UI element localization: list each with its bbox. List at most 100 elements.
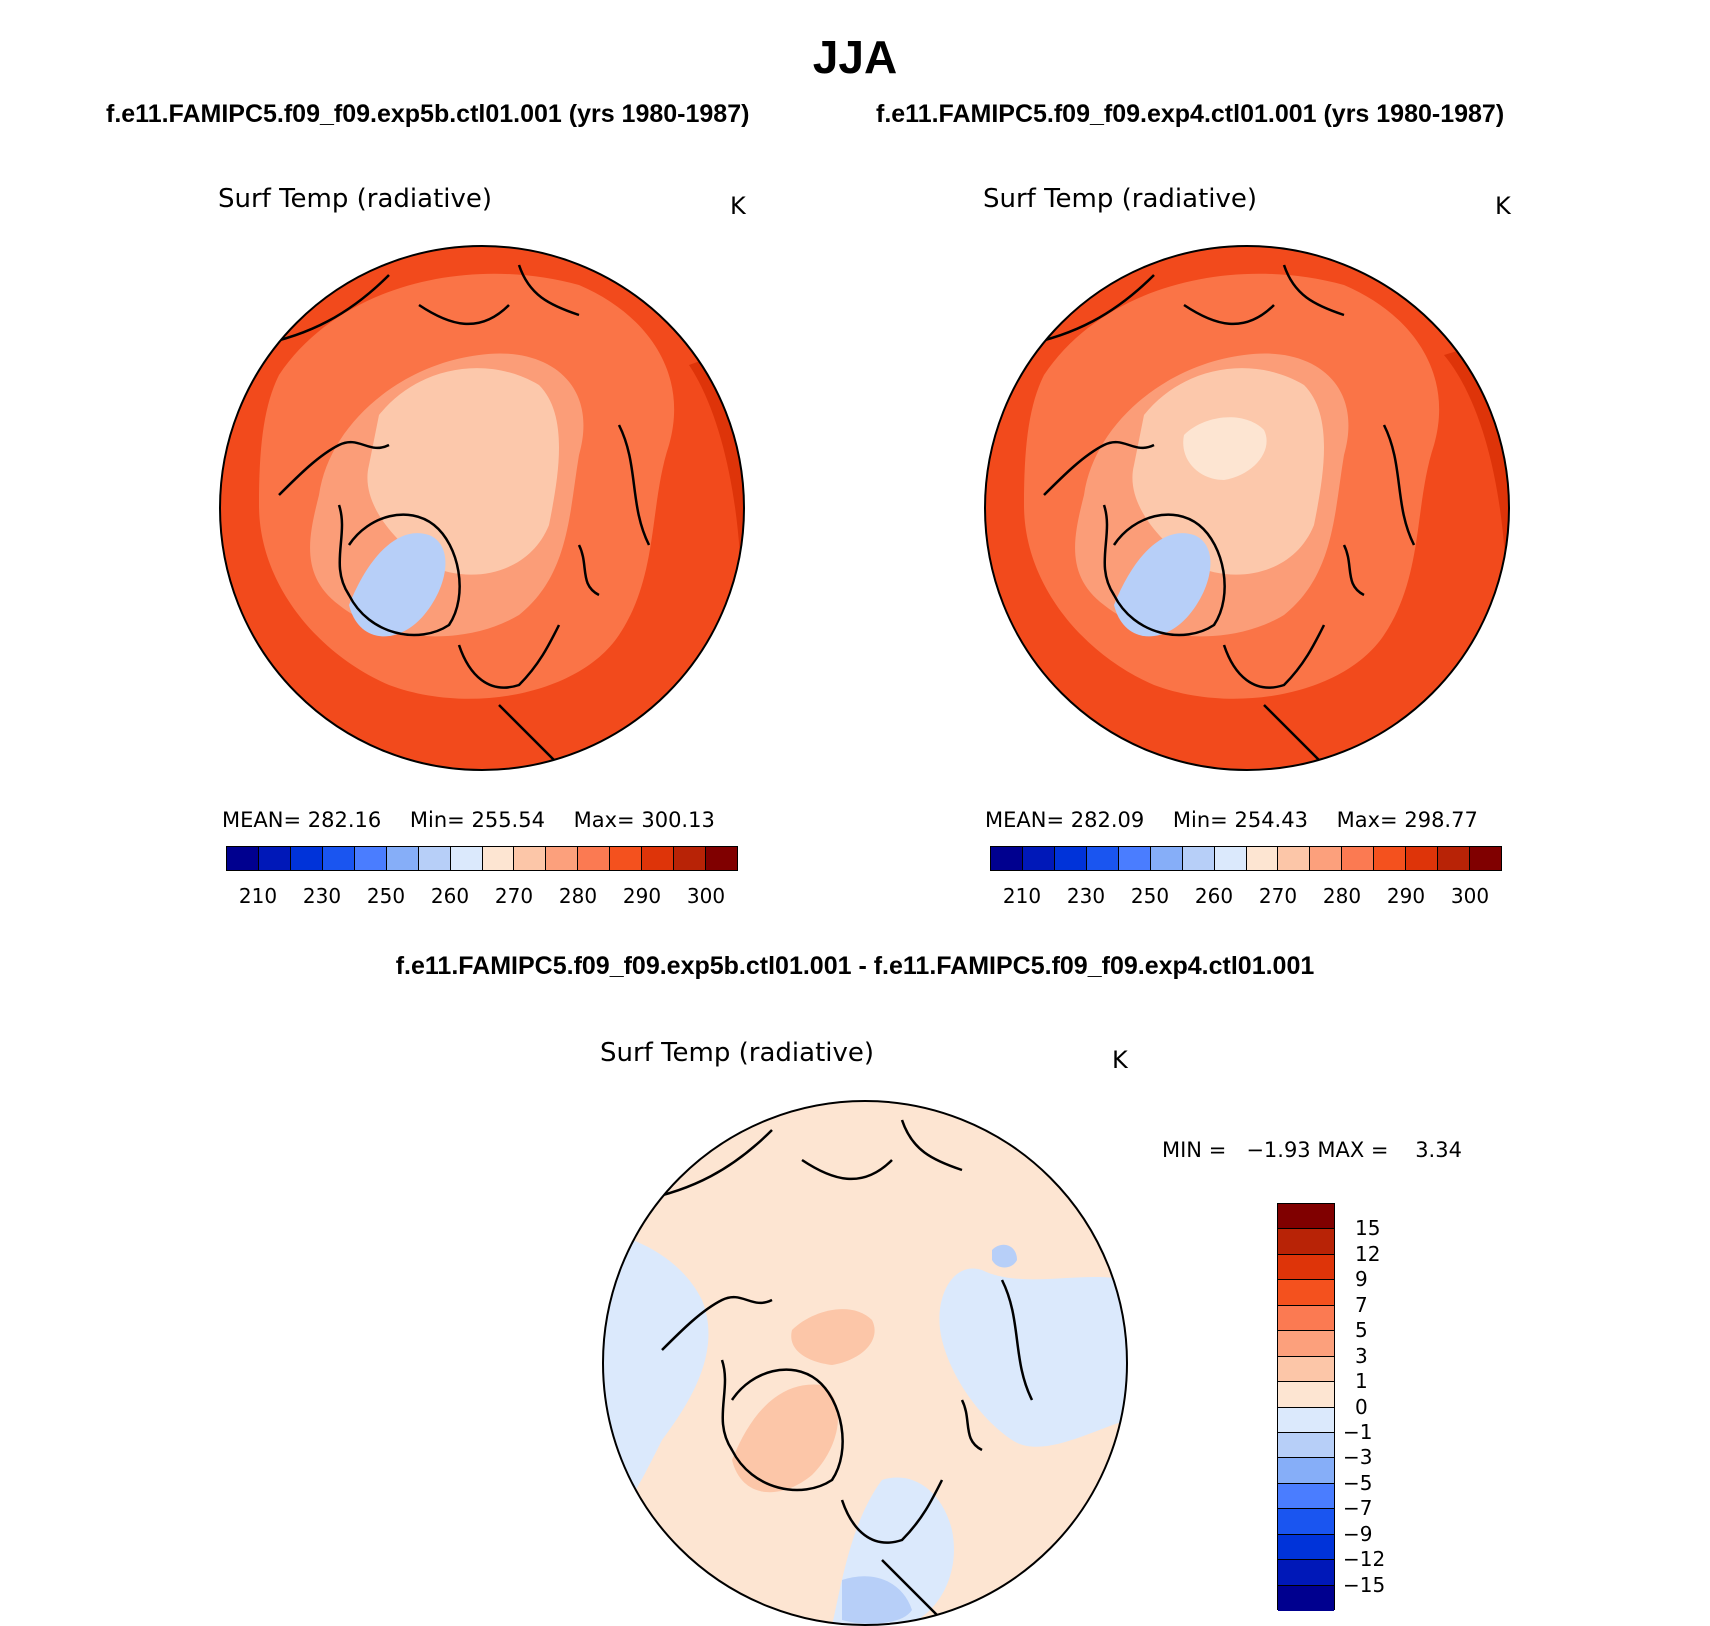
panel2-colorbar-tick-label: 210 <box>1002 884 1042 908</box>
panel1-colorbar-swatch <box>227 847 259 870</box>
panel2-colorbar-swatch <box>1470 847 1501 870</box>
difference-colorbar-swatch <box>1278 1254 1334 1281</box>
panel1-colorbar-swatch <box>354 847 387 870</box>
panel1-colorbar-swatch <box>482 847 515 870</box>
panel2-colorbar-tick-label: 230 <box>1066 884 1106 908</box>
difference-title: f.e11.FAMIPC5.f09_f09.exp5b.ctl01.001 - … <box>395 952 1315 980</box>
difference-colorbar-swatch <box>1278 1407 1334 1433</box>
difference-colorbar-tick-label: 7 <box>1355 1292 1368 1317</box>
figure-title: JJA <box>812 31 898 83</box>
panel1-colorbar-swatch <box>258 847 291 870</box>
difference-colorbar-tick-label: 1 <box>1355 1369 1368 1394</box>
panel2-colorbar-swatch <box>1118 847 1151 870</box>
panel2-colorbar-swatch <box>1150 847 1183 870</box>
panel1-min-label: Min= <box>409 808 465 832</box>
difference-colorbar-swatch <box>1278 1280 1334 1306</box>
panel1-colorbar-tick-label: 250 <box>366 884 406 908</box>
panel1-polar-map <box>219 245 745 771</box>
panel2-colorbar-ticks: 210 230 250 260 270 280 290 300 <box>990 884 1502 910</box>
panel1-colorbar-swatch <box>674 847 707 870</box>
difference-colorbar-tick-label: −9 <box>1343 1521 1373 1546</box>
difference-colorbar-swatch <box>1278 1483 1334 1510</box>
map3-negative-strong <box>842 1576 912 1624</box>
difference-colorbar <box>1277 1203 1335 1611</box>
panel1-case-title: f.e11.FAMIPC5.f09_f09.exp5b.ctl01.001 (y… <box>106 100 750 128</box>
map2-arctic-core <box>1183 417 1267 480</box>
panel2-colorbar-tick-label: 290 <box>1386 884 1426 908</box>
panel1-colorbar-swatch <box>578 847 611 870</box>
map1-greenland-ice <box>349 533 446 637</box>
panel2-colorbar-tick-label: 270 <box>1258 884 1298 908</box>
difference-colorbar-tick-label: 12 <box>1355 1241 1381 1266</box>
panel2-colorbar-swatch <box>1086 847 1119 870</box>
panel2-mean-value: 282.09 <box>1070 808 1145 832</box>
panel1-max-value: 300.13 <box>641 808 715 832</box>
difference-colorbar-tick-label: 0 <box>1355 1394 1368 1419</box>
panel1-colorbar-tick-label: 300 <box>686 884 726 908</box>
panel1-colorbar-swatch <box>514 847 547 870</box>
difference-units-label: K <box>1112 1046 1128 1074</box>
panel2-max-label: Max= <box>1336 808 1398 832</box>
panel2-min-label: Min= <box>1172 808 1228 832</box>
difference-colorbar-swatch <box>1278 1305 1334 1332</box>
difference-colorbar-swatch <box>1278 1432 1334 1459</box>
panel2-colorbar-swatch <box>1022 847 1055 870</box>
panel1-colorbar-swatch <box>386 847 419 870</box>
difference-colorbar-swatch <box>1278 1229 1334 1255</box>
panel2-colorbar-swatch <box>1214 847 1247 870</box>
difference-colorbar-ticks: 15 12 9 7 5 3 1 0 −1 −3 −5 −7 −9 −12 −15 <box>1343 1203 1423 1610</box>
map2-coastline-a <box>1023 264 1416 766</box>
difference-colorbar-tick-label: 5 <box>1355 1318 1368 1343</box>
difference-colorbar-swatch <box>1278 1331 1334 1357</box>
difference-colorbar-tick-label: −3 <box>1343 1445 1373 1470</box>
panel1-colorbar-tick-label: 230 <box>302 884 342 908</box>
difference-colorbar-swatch <box>1278 1509 1334 1535</box>
difference-colorbar-swatch <box>1278 1534 1334 1561</box>
panel2-colorbar-tick-label: 300 <box>1450 884 1490 908</box>
difference-colorbar-tick-label: −12 <box>1343 1547 1386 1572</box>
panel1-colorbar-swatch <box>418 847 451 870</box>
panel2-colorbar-swatch <box>1310 847 1343 870</box>
panel2-colorbar-swatch <box>1278 847 1311 870</box>
panel2-colorbar-swatch <box>1438 847 1471 870</box>
panel1-min-value: 255.54 <box>471 808 545 832</box>
panel1-colorbar-tick-label: 270 <box>494 884 534 908</box>
map3-negative-region-west <box>603 1230 709 1530</box>
panel1-colorbar-swatch <box>290 847 323 870</box>
difference-colorbar-tick-label: 3 <box>1355 1343 1368 1368</box>
map1-coastline-a <box>258 264 651 766</box>
map3-positive-arctic <box>791 1309 875 1365</box>
panel2-min-value: 254.43 <box>1234 808 1308 832</box>
panel1-colorbar-tick-label: 290 <box>622 884 662 908</box>
difference-colorbar-tick-label: 15 <box>1355 1216 1381 1241</box>
panel2-colorbar-swatch <box>1182 847 1215 870</box>
panel2-colorbar-swatch <box>1054 847 1087 870</box>
panel1-mean-value: 282.16 <box>307 808 382 832</box>
difference-colorbar-tick-label: −1 <box>1343 1419 1373 1444</box>
panel2-colorbar <box>990 846 1502 871</box>
panel2-case-title: f.e11.FAMIPC5.f09_f09.exp4.ctl01.001 (yr… <box>876 100 1505 128</box>
difference-colorbar-tick-label: −5 <box>1343 1470 1373 1495</box>
difference-colorbar-tick-label: −7 <box>1343 1496 1373 1521</box>
difference-colorbar-swatch <box>1278 1356 1334 1383</box>
difference-colorbar-swatch <box>1278 1458 1334 1484</box>
map3-negative-spot <box>992 1244 1017 1268</box>
panel1-colorbar-swatch <box>450 847 483 870</box>
panel2-colorbar-tick-label: 260 <box>1194 884 1234 908</box>
map3-negative-region-east <box>939 1268 1127 1447</box>
panel2-variable-label: Surf Temp (radiative) <box>983 184 1258 214</box>
map2-greenland-ice <box>1114 533 1211 637</box>
panel2-colorbar-swatch <box>1406 847 1439 870</box>
panel1-colorbar-swatch <box>322 847 355 870</box>
panel1-max-label: Max= <box>573 808 635 832</box>
panel1-colorbar-swatch <box>546 847 579 870</box>
difference-colorbar-tick-label: 9 <box>1355 1267 1368 1292</box>
panel2-colorbar-swatch <box>991 847 1023 870</box>
difference-colorbar-swatch <box>1278 1382 1334 1408</box>
panel2-units-label: K <box>1495 192 1511 220</box>
panel2-colorbar-swatch <box>1246 847 1279 870</box>
difference-variable-label: Surf Temp (radiative) <box>600 1038 875 1068</box>
panel2-max-value: 298.77 <box>1404 808 1478 832</box>
panel1-variable-label: Surf Temp (radiative) <box>218 184 493 214</box>
panel1-colorbar-ticks: 210 230 250 260 270 280 290 300 <box>226 884 738 910</box>
